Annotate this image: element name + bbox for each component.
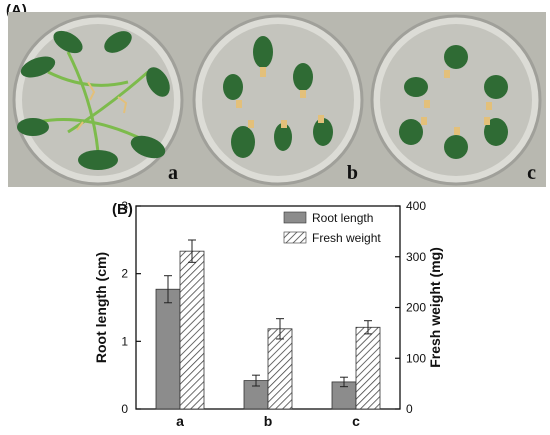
photo-a-tag: a <box>168 162 178 184</box>
right-tick-label-1: 100 <box>406 351 426 365</box>
petri-dish-b-image <box>188 12 368 187</box>
right-tick-label-2: 200 <box>406 301 426 315</box>
legend-label-fresh-weight: Fresh weight <box>312 231 381 245</box>
x-tick-label-b: b <box>264 413 273 429</box>
legend-swatch-fresh-weight <box>283 231 307 244</box>
right-tick-label-4: 400 <box>406 199 426 213</box>
bar-fresh-weight-a <box>179 250 205 410</box>
photo-b-tag: b <box>346 162 358 184</box>
legend-swatch-root-length <box>283 211 307 224</box>
y-left-axis-label: Root length (cm) <box>93 252 109 363</box>
left-tick-label-0: 0 <box>121 402 128 416</box>
left-tick-label-1: 1 <box>121 334 128 348</box>
right-tick-label-3: 300 <box>406 250 426 264</box>
photo-c-tag: c <box>527 162 536 184</box>
petri-dish-photo-c: c <box>366 12 546 187</box>
y-right-axis-label: Fresh weight (mg) <box>427 247 443 368</box>
panel-b-label: (B) <box>112 201 133 218</box>
legend-label-root-length: Root length <box>312 211 373 225</box>
petri-dish-photo-a: a <box>8 12 188 187</box>
bar-chart: 0 1 2 3 0 100 200 300 400 Root length (cm) Fresh w… <box>93 199 443 429</box>
x-tick-label-c: c <box>352 413 360 429</box>
right-tick-label-0: 0 <box>406 402 413 416</box>
left-tick-label-3: 3 <box>121 199 128 213</box>
bar-fresh-weight-c <box>355 326 381 410</box>
bar-fresh-weight-b <box>267 328 293 410</box>
bar-root-length-a <box>155 288 181 410</box>
petri-dish-photo-b: b <box>188 12 368 187</box>
left-tick-label-2: 2 <box>121 267 128 281</box>
petri-dish-a-image <box>8 12 188 187</box>
x-tick-label-a: a <box>176 413 184 429</box>
petri-dish-c-image <box>366 12 546 187</box>
